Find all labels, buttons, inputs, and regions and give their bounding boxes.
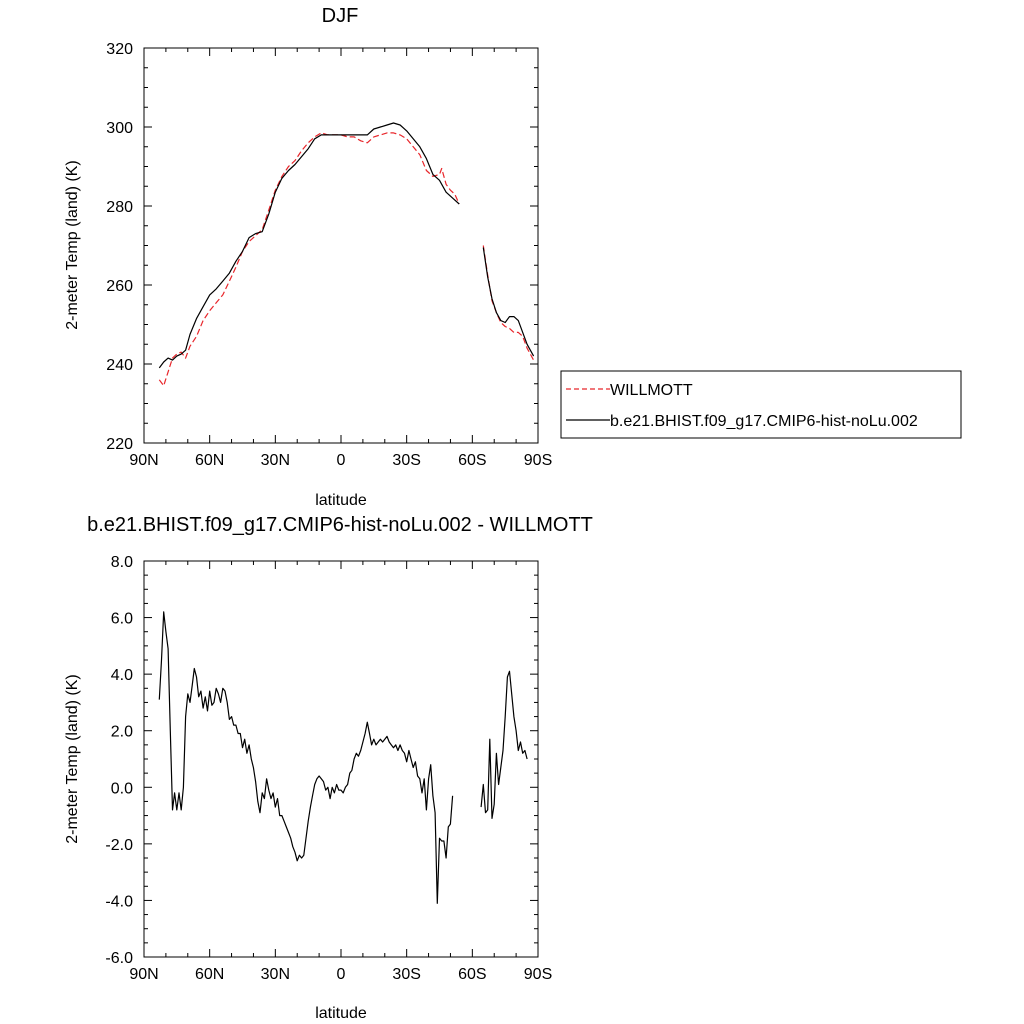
top-series-1-line-0 [158,122,460,369]
y-tick-label: 220 [106,436,133,453]
y-tick-label: 240 [106,357,133,374]
x-tick-label: 30N [261,452,290,469]
x-tick-label: 60S [458,452,486,469]
y-tick-label: 300 [106,120,133,137]
x-tick-label: 0 [337,452,346,469]
top-series-0-line-1 [482,245,535,361]
legend-box [560,370,962,439]
x-tick-label: 0 [337,966,346,983]
bottom-chart-frame [143,560,539,958]
bottom-chart-xlabel: latitude [315,1005,367,1022]
x-tick-label: 60N [195,452,224,469]
top-chart-title: DJF [322,5,359,27]
y-tick-label: -4.0 [105,893,133,910]
bottom-chart: b.e21.BHIST.f09_g17.CMIP6-hist-noLu.002 … [64,514,593,1022]
top-chart-frame [143,47,539,444]
x-tick-label: 90S [524,966,552,983]
top-series-0-line-0 [158,132,460,387]
y-tick-label: 8.0 [111,554,133,571]
legend-model-label: b.e21.BHIST.f09_g17.CMIP6-hist-noLu.002 [610,413,918,430]
y-tick-label: 0.0 [111,780,133,797]
x-tick-label: 90S [524,452,552,469]
y-tick-label: 280 [106,199,133,216]
x-tick-label: 90N [129,452,158,469]
bottom-chart-marks: 90N 60N 30N 0 30S 60S 90S -6.0 -4.0 -2.0 0.0 2.0 4.0… [105,554,552,983]
x-tick-label: 30S [392,966,420,983]
y-tick-label: 2.0 [111,724,133,741]
y-tick-label: 6.0 [111,611,133,628]
x-tick-label: 60S [458,966,486,983]
top-chart-xlabel: latitude [315,492,367,509]
y-tick-label: 4.0 [111,667,133,684]
legend: WILLMOTT b.e21.BHIST.f09_g17.CMIP6-hist-… [560,370,962,439]
bottom-series-0-line-1 [480,670,528,820]
y-tick-label: -2.0 [105,837,133,854]
y-tick-label: 320 [106,41,133,58]
x-tick-label: 30S [392,452,420,469]
x-tick-label: 30N [261,966,290,983]
top-chart: DJF 90N 60N 30N 0 30S 60S 90S 220 240 260 280 300 32… [64,5,552,509]
top-chart-ylabel: 2-meter Temp (land) (K) [64,160,81,330]
bottom-chart-title: b.e21.BHIST.f09_g17.CMIP6-hist-noLu.002 … [87,514,593,536]
top-series-1-line-1 [482,247,535,357]
bottom-chart-ylabel: 2-meter Temp (land) (K) [64,674,81,844]
y-tick-label: 260 [106,278,133,295]
bottom-series-0-line-0 [158,611,454,904]
legend-willmott-label: WILLMOTT [610,382,693,399]
x-tick-label: 90N [129,966,158,983]
y-tick-label: -6.0 [105,950,133,967]
x-tick-label: 60N [195,966,224,983]
top-chart-marks: 90N 60N 30N 0 30S 60S 90S 220 240 260 280 300 320 [106,41,552,469]
